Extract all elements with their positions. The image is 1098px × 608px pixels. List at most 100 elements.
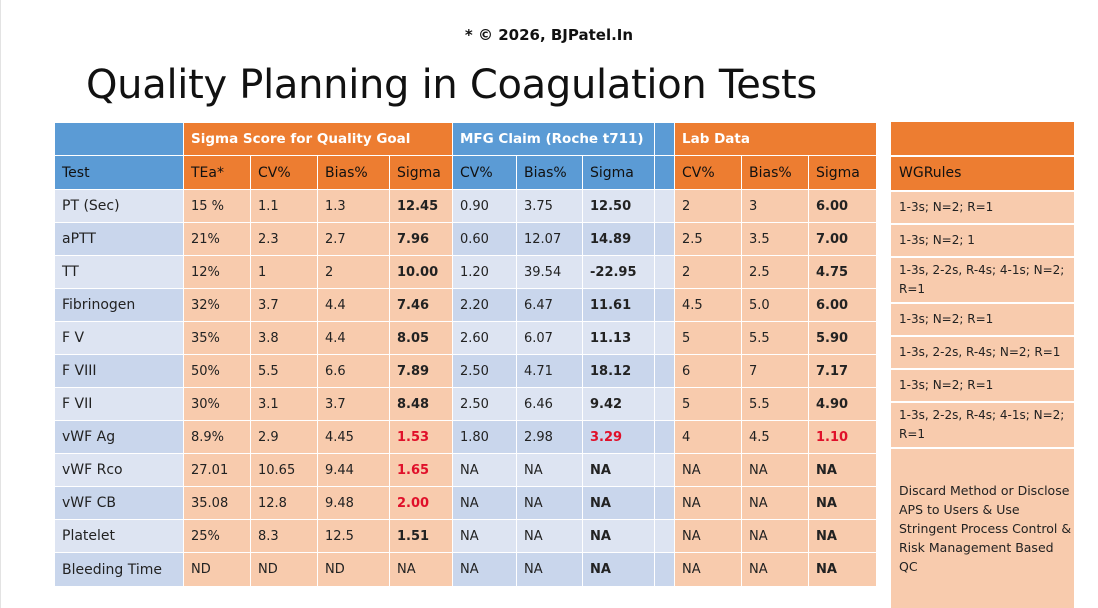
cell-sigma: 7.96 bbox=[389, 222, 453, 256]
cell-test: Fibrinogen bbox=[54, 288, 184, 322]
cell-mbias: 6.07 bbox=[516, 321, 583, 355]
cell-mbias: NA bbox=[516, 552, 583, 587]
cell-mcv: 2.50 bbox=[452, 387, 517, 421]
cell-cv: 5.5 bbox=[250, 354, 318, 388]
cell-lcv: 5 bbox=[674, 321, 742, 355]
cell-sigma: 2.00 bbox=[389, 486, 453, 520]
cell-sigma: 7.89 bbox=[389, 354, 453, 388]
cell-test: vWF Ag bbox=[54, 420, 184, 454]
cell-test: F VII bbox=[54, 387, 184, 421]
group-blank-cell bbox=[54, 122, 184, 156]
cell-gap bbox=[654, 552, 675, 587]
table-row: vWF Ag 8.9% 2.9 4.45 1.53 1.80 2.98 3.29 4 4.5 1.1… bbox=[54, 420, 877, 454]
cell-lsigma: 7.17 bbox=[808, 354, 877, 388]
cell-lbias: 2.5 bbox=[741, 255, 809, 289]
header-lab-cv: CV% bbox=[674, 155, 742, 190]
cell-msigma: NA bbox=[582, 552, 655, 587]
table-row: F V 35% 3.8 4.4 8.05 2.60 6.07 11.13 5 5.5 5.90 bbox=[54, 321, 877, 355]
cell-lsigma: 4.75 bbox=[808, 255, 877, 289]
wg-header: WGRules bbox=[891, 157, 1074, 190]
wg-rule-aptt: 1-3s; N=2; 1 bbox=[891, 225, 1074, 256]
cell-tea: 30% bbox=[183, 387, 251, 421]
wg-top-cell bbox=[891, 122, 1074, 155]
cell-msigma: 18.12 bbox=[582, 354, 655, 388]
group-lab-data: Lab Data bbox=[674, 122, 877, 156]
group-sigma-goal: Sigma Score for Quality Goal bbox=[183, 122, 453, 156]
cell-sigma: 12.45 bbox=[389, 189, 453, 223]
cell-lcv: 4 bbox=[674, 420, 742, 454]
group-mfg-claim: MFG Claim (Roche t711) bbox=[452, 122, 655, 156]
header-mfg-sigma: Sigma bbox=[582, 155, 655, 190]
cell-cv: 3.7 bbox=[250, 288, 318, 322]
cell-msigma: NA bbox=[582, 453, 655, 487]
cell-mcv: 0.90 bbox=[452, 189, 517, 223]
cell-tea: ND bbox=[183, 552, 251, 587]
cell-cv: 1.1 bbox=[250, 189, 318, 223]
cell-msigma: NA bbox=[582, 519, 655, 553]
cell-lsigma: 7.00 bbox=[808, 222, 877, 256]
header-sigma: Sigma bbox=[389, 155, 453, 190]
table-row: F VII 30% 3.1 3.7 8.48 2.50 6.46 9.42 5 5.5 4.90 bbox=[54, 387, 877, 421]
table-row: F VIII 50% 5.5 6.6 7.89 2.50 4.71 18.12 6 7 7.17 bbox=[54, 354, 877, 388]
cell-msigma: 11.61 bbox=[582, 288, 655, 322]
cell-test: PT (Sec) bbox=[54, 189, 184, 223]
cell-test: F VIII bbox=[54, 354, 184, 388]
cell-lbias: 5.5 bbox=[741, 321, 809, 355]
cell-lsigma: 6.00 bbox=[808, 288, 877, 322]
cell-lbias: 5.5 bbox=[741, 387, 809, 421]
cell-lsigma: 4.90 bbox=[808, 387, 877, 421]
cell-tea: 12% bbox=[183, 255, 251, 289]
cell-sigma: NA bbox=[389, 552, 453, 587]
cell-lbias: NA bbox=[741, 519, 809, 553]
page-title: Quality Planning in Coagulation Tests bbox=[86, 62, 817, 108]
cell-bias: ND bbox=[317, 552, 390, 587]
cell-tea: 21% bbox=[183, 222, 251, 256]
slide-edge bbox=[0, 0, 1, 608]
cell-msigma: 3.29 bbox=[582, 420, 655, 454]
cell-gap bbox=[654, 354, 675, 388]
wg-rule-discard: Discard Method or Disclose APS to Users … bbox=[891, 449, 1074, 608]
cell-msigma: 9.42 bbox=[582, 387, 655, 421]
cell-gap bbox=[654, 420, 675, 454]
cell-cv: 8.3 bbox=[250, 519, 318, 553]
wg-rule-fviii: 1-3s; N=2; R=1 bbox=[891, 370, 1074, 401]
group-gap-cell bbox=[654, 122, 675, 156]
cell-mcv: NA bbox=[452, 519, 517, 553]
cell-lcv: 2 bbox=[674, 189, 742, 223]
cell-mbias: 39.54 bbox=[516, 255, 583, 289]
cell-lsigma: 1.10 bbox=[808, 420, 877, 454]
header-lab-sigma: Sigma bbox=[808, 155, 877, 190]
cell-cv: ND bbox=[250, 552, 318, 587]
cell-tea: 15 % bbox=[183, 189, 251, 223]
cell-sigma: 1.53 bbox=[389, 420, 453, 454]
cell-lsigma: 5.90 bbox=[808, 321, 877, 355]
cell-lsigma: 6.00 bbox=[808, 189, 877, 223]
header-cv: CV% bbox=[250, 155, 318, 190]
cell-mbias: NA bbox=[516, 519, 583, 553]
cell-test: vWF Rco bbox=[54, 453, 184, 487]
cell-lbias: NA bbox=[741, 486, 809, 520]
cell-lcv: NA bbox=[674, 453, 742, 487]
cell-msigma: 14.89 bbox=[582, 222, 655, 256]
cell-cv: 10.65 bbox=[250, 453, 318, 487]
cell-sigma: 8.05 bbox=[389, 321, 453, 355]
cell-mcv: NA bbox=[452, 486, 517, 520]
cell-cv: 3.8 bbox=[250, 321, 318, 355]
cell-gap bbox=[654, 189, 675, 223]
cell-sigma: 7.46 bbox=[389, 288, 453, 322]
cell-mbias: 2.98 bbox=[516, 420, 583, 454]
cell-tea: 50% bbox=[183, 354, 251, 388]
cell-lbias: 3.5 bbox=[741, 222, 809, 256]
header-tea: TEa* bbox=[183, 155, 251, 190]
cell-lcv: 4.5 bbox=[674, 288, 742, 322]
cell-tea: 25% bbox=[183, 519, 251, 553]
cell-tea: 32% bbox=[183, 288, 251, 322]
cell-bias: 9.48 bbox=[317, 486, 390, 520]
cell-msigma: 12.50 bbox=[582, 189, 655, 223]
table-row: PT (Sec) 15 % 1.1 1.3 12.45 0.90 3.75 12.50 2 3 6.… bbox=[54, 189, 877, 223]
cell-lsigma: NA bbox=[808, 486, 877, 520]
cell-tea: 35% bbox=[183, 321, 251, 355]
cell-sigma: 1.51 bbox=[389, 519, 453, 553]
cell-tea: 27.01 bbox=[183, 453, 251, 487]
cell-test: aPTT bbox=[54, 222, 184, 256]
